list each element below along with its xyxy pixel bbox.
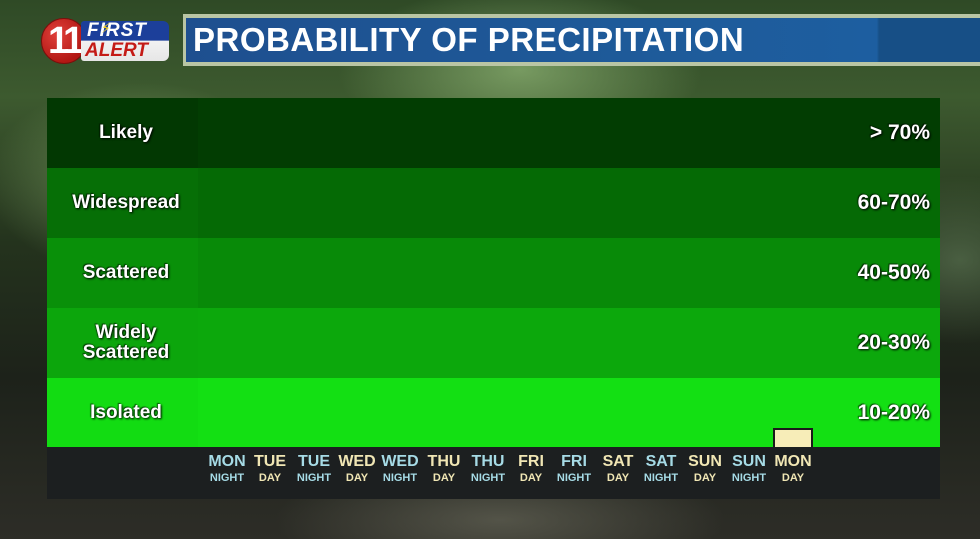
band-label: Widespread	[72, 192, 180, 213]
tick-thu-day: THU DAY	[427, 453, 461, 484]
band-likely: Likely > 70%	[47, 98, 940, 168]
band-label: Likely	[99, 122, 153, 143]
band-range: 40-50%	[857, 261, 930, 284]
tick-wed-night: WED NIGHT	[381, 453, 419, 484]
band-range: 60-70%	[857, 191, 930, 214]
band-range: 20-30%	[857, 331, 930, 354]
tick-sun-day: SUN DAY	[688, 453, 722, 484]
logo-alert-text: ALERT	[85, 40, 148, 61]
lightning-bolt-icon: ⚡	[101, 20, 111, 36]
x-axis: MON NIGHT TUE DAY TUE NIGHT WED DAY WED NIGHT…	[47, 447, 940, 499]
band-label: Widely Scattered	[82, 322, 170, 363]
band-range: > 70%	[869, 121, 930, 144]
title-bar: PROBABILITY OF PRECIPITATION	[183, 14, 980, 66]
precipitation-chart: Likely > 70% Widespread 60-70% Scattered…	[47, 98, 940, 499]
tick-sat-night: SAT NIGHT	[643, 453, 679, 484]
tick-sat-day: SAT DAY	[602, 453, 634, 484]
tick-tue-night: TUE NIGHT	[296, 453, 332, 484]
tick-thu-night: THU NIGHT	[470, 453, 506, 484]
band-scattered: Scattered 40-50%	[47, 238, 940, 308]
logo-circle	[41, 18, 87, 64]
tick-sun-night: SUN NIGHT	[731, 453, 767, 484]
band-label: Isolated	[90, 402, 162, 423]
tick-fri-day: FRI DAY	[518, 453, 544, 484]
logo-first-text: FIRST	[87, 20, 147, 41]
page-title: PROBABILITY OF PRECIPITATION	[193, 21, 745, 58]
tick-mon-day: MON DAY	[774, 453, 812, 484]
tick-mon-night: MON NIGHT	[208, 453, 246, 484]
first-alert-logo: 11 FIRST ⚡ ALERT	[41, 17, 169, 65]
logo-number: 11	[48, 20, 84, 62]
tick-fri-night: FRI NIGHT	[556, 453, 592, 484]
bar-mon-day	[773, 428, 813, 447]
tick-wed-day: WED DAY	[338, 453, 376, 484]
band-range: 10-20%	[857, 401, 930, 424]
tick-tue-day: TUE DAY	[254, 453, 286, 484]
band-widely-scattered: Widely Scattered 20-30%	[47, 308, 940, 378]
band-widespread: Widespread 60-70%	[47, 168, 940, 238]
logo-plate	[81, 21, 169, 61]
band-label: Scattered	[82, 262, 170, 283]
